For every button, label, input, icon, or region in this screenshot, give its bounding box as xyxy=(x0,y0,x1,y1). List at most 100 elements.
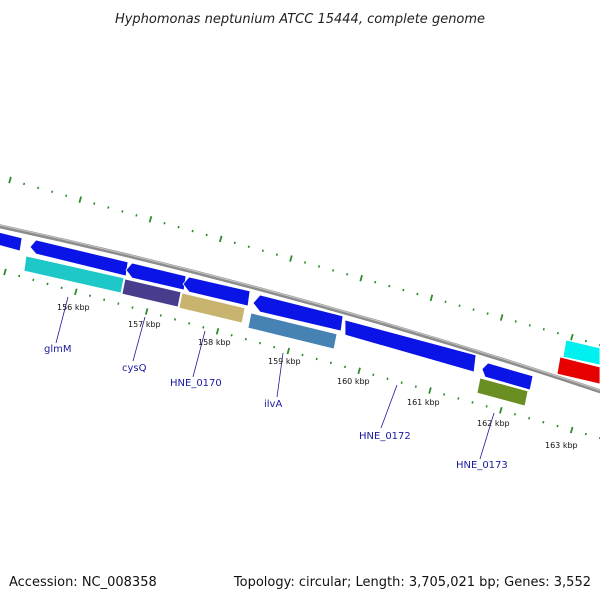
outer-tick-36 xyxy=(514,320,517,323)
inner-tick-7 xyxy=(103,298,106,301)
inner-tick-39 xyxy=(556,424,559,428)
gene-bar-hne-0173[interactable] xyxy=(476,377,529,407)
inner-tick-28 xyxy=(400,381,403,384)
cds-arrow-3 xyxy=(182,276,251,307)
leader-cysq xyxy=(132,316,146,362)
inner-tick-17 xyxy=(244,337,247,341)
inner-tick-13 xyxy=(188,322,191,325)
inner-tick-34 xyxy=(485,405,488,408)
cds-arrow-0 xyxy=(0,232,23,252)
genome-summary-text: Topology: circular; Length: 3,705,021 bp… xyxy=(233,575,591,590)
inner-tick-6 xyxy=(88,294,92,297)
gene-label-leaders xyxy=(55,296,495,460)
gene-label-hne-0170[interactable]: HNE_0170 xyxy=(170,378,222,389)
outer-tick-12 xyxy=(177,225,180,229)
gene-bar-ilva[interactable] xyxy=(247,312,338,350)
inner-tick-16 xyxy=(230,333,233,337)
gene-label-glmm[interactable]: glmM xyxy=(44,344,72,355)
kbp-label-159: 159 kbp xyxy=(268,357,301,366)
outer-tick-7 xyxy=(107,206,110,209)
outer-tick-22 xyxy=(317,265,321,268)
edge-bar-red xyxy=(556,356,600,385)
kbp-label-161: 161 kbp xyxy=(407,398,440,407)
gene-bar-glmm[interactable] xyxy=(23,255,125,294)
outer-tick-41 xyxy=(584,339,588,343)
leader-hne-0170 xyxy=(192,330,206,378)
inner-tick-32 xyxy=(457,397,460,400)
gene-label-cysq[interactable]: cysQ xyxy=(122,363,147,374)
outer-tick-32 xyxy=(458,304,461,307)
outer-tick-35 xyxy=(499,314,504,321)
kbp-label-157: 157 kbp xyxy=(128,320,161,329)
cds-arrow-6 xyxy=(481,362,534,391)
edge-bar-cyan xyxy=(562,339,600,366)
inner-tick-33 xyxy=(471,401,474,404)
outer-tick-26 xyxy=(374,280,377,284)
leader-hne-0173 xyxy=(479,412,495,460)
feature-track xyxy=(0,232,600,407)
gene-bar-cysq[interactable] xyxy=(121,278,182,308)
inner-tick-8 xyxy=(117,302,120,305)
inner-tick-41 xyxy=(584,432,587,436)
inner-tick-2 xyxy=(32,278,35,282)
outer-tick-31 xyxy=(444,300,447,304)
inner-tick-40 xyxy=(569,426,574,434)
outer-tick-5 xyxy=(78,196,82,203)
kbp-label-158: 158 kbp xyxy=(198,338,231,347)
gene-label-hne-0172[interactable]: HNE_0172 xyxy=(359,431,411,442)
gene-bar-hne-0170[interactable] xyxy=(178,292,246,324)
inner-tick-0 xyxy=(3,268,7,276)
inner-tick-15 xyxy=(215,327,220,335)
outer-tick-34 xyxy=(486,312,489,315)
kbp-label-160: 160 kbp xyxy=(337,377,370,386)
inner-tick-25 xyxy=(357,367,361,375)
outer-tick-16 xyxy=(233,241,236,245)
inner-tick-20 xyxy=(286,347,291,355)
accession-text: Accession: NC_008358 xyxy=(9,575,157,590)
outer-tick-21 xyxy=(303,261,307,264)
inner-tick-9 xyxy=(131,306,134,309)
inner-tick-12 xyxy=(173,318,177,321)
outer-tick-0 xyxy=(8,176,12,184)
inner-tick-18 xyxy=(258,341,262,345)
inner-tick-21 xyxy=(301,353,304,357)
outer-tick-1 xyxy=(22,182,26,186)
inner-tick-27 xyxy=(386,377,389,380)
inner-tick-10 xyxy=(144,308,149,315)
inner-tick-14 xyxy=(202,326,205,329)
outer-tick-10 xyxy=(148,215,153,223)
outer-tick-18 xyxy=(261,249,264,252)
outer-tick-9 xyxy=(135,214,138,217)
outer-tick-37 xyxy=(528,324,531,327)
cds-arrow-5 xyxy=(344,319,477,373)
outer-tick-33 xyxy=(472,308,475,311)
outer-tick-38 xyxy=(542,328,545,331)
inner-tick-30 xyxy=(428,387,432,394)
cds-arrow-4 xyxy=(252,294,344,332)
inner-tick-29 xyxy=(414,385,417,388)
leader-ilva xyxy=(276,352,284,398)
inner-tick-36 xyxy=(513,413,517,416)
inner-tick-5 xyxy=(74,288,78,296)
inner-tick-38 xyxy=(542,420,545,424)
outer-tick-27 xyxy=(388,284,391,288)
inner-tick-3 xyxy=(46,282,49,286)
outer-tick-14 xyxy=(205,233,208,237)
outer-tick-11 xyxy=(163,221,166,225)
kbp-label-162: 162 kbp xyxy=(477,419,510,428)
outer-tick-2 xyxy=(37,186,40,190)
inner-tick-37 xyxy=(528,416,531,420)
outer-tick-28 xyxy=(402,288,405,292)
gene-label-ilva[interactable]: ilvA xyxy=(264,399,282,410)
outer-tick-13 xyxy=(191,229,194,233)
kbp-label-156: 156 kbp xyxy=(57,303,90,312)
outer-tick-17 xyxy=(247,245,250,249)
outer-tick-ring xyxy=(8,176,600,347)
outer-tick-8 xyxy=(121,210,124,213)
gene-label-hne-0173[interactable]: HNE_0173 xyxy=(456,460,508,471)
outer-tick-15 xyxy=(218,235,223,243)
leader-hne-0172 xyxy=(380,384,398,429)
outer-tick-19 xyxy=(275,253,278,256)
inner-tick-11 xyxy=(159,314,162,317)
